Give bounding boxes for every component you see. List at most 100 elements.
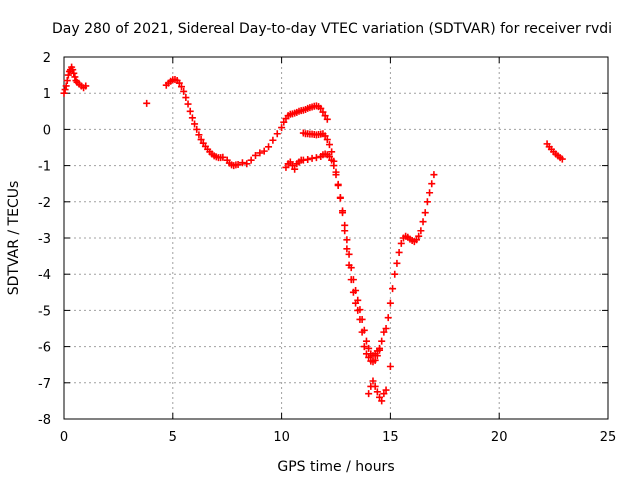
data-point bbox=[182, 94, 190, 102]
x-axis-label: GPS time / hours bbox=[277, 459, 394, 475]
x-tick-label: 0 bbox=[60, 430, 68, 445]
data-point bbox=[251, 151, 259, 159]
data-point bbox=[395, 248, 403, 256]
data-point bbox=[334, 180, 342, 188]
y-tick-label: -3 bbox=[38, 232, 51, 247]
data-point bbox=[238, 159, 246, 167]
data-point bbox=[64, 71, 72, 79]
data-point bbox=[558, 155, 566, 163]
data-point bbox=[280, 118, 288, 126]
data-point bbox=[380, 390, 388, 398]
data-point bbox=[328, 148, 336, 156]
data-point bbox=[288, 162, 296, 170]
data-point bbox=[378, 337, 386, 345]
data-point bbox=[175, 79, 183, 87]
data-point bbox=[391, 270, 399, 278]
data-point bbox=[369, 377, 377, 385]
data-point bbox=[430, 171, 438, 179]
data-point bbox=[304, 155, 312, 163]
data-point bbox=[69, 66, 77, 74]
data-point bbox=[323, 136, 331, 144]
data-point bbox=[188, 114, 196, 122]
data-point bbox=[325, 153, 333, 161]
data-point bbox=[269, 136, 277, 144]
data-point bbox=[376, 344, 384, 352]
grid bbox=[64, 57, 608, 419]
series-seg-dip bbox=[365, 363, 394, 405]
axis-ticks: 0 5 10 15 20 25 -8 -7 -6 -5 -4 -3 -2 -1 0 1 2 bbox=[38, 51, 616, 445]
data-point bbox=[426, 189, 434, 197]
series-seg-mid bbox=[299, 129, 384, 360]
series-seg-early bbox=[60, 63, 90, 97]
series-seg-isolated bbox=[143, 99, 151, 107]
data-point bbox=[317, 104, 325, 112]
data-point bbox=[393, 259, 401, 267]
data-point bbox=[417, 227, 425, 235]
y-tick-label: 2 bbox=[43, 51, 51, 66]
data-point bbox=[61, 86, 69, 94]
data-point bbox=[321, 112, 329, 120]
data-point bbox=[312, 154, 320, 162]
data-point bbox=[371, 382, 379, 390]
x-tick-label: 25 bbox=[600, 430, 617, 445]
data-point bbox=[347, 264, 355, 272]
data-point bbox=[415, 232, 423, 240]
data-point bbox=[358, 315, 366, 323]
series-seg-lower bbox=[282, 150, 388, 366]
data-point bbox=[70, 69, 78, 77]
data-point bbox=[343, 236, 351, 244]
data-point bbox=[341, 221, 349, 229]
data-point bbox=[349, 276, 357, 284]
data-point bbox=[62, 82, 70, 90]
data-point bbox=[256, 149, 264, 157]
data-point bbox=[386, 363, 394, 371]
data-point bbox=[178, 83, 186, 91]
data-point bbox=[352, 286, 360, 294]
data-point bbox=[339, 207, 347, 215]
data-point bbox=[365, 390, 373, 398]
data-point bbox=[60, 89, 68, 97]
chart-title: Day 280 of 2021, Sidereal Day-to-day VTE… bbox=[52, 21, 612, 37]
y-tick-label: -6 bbox=[38, 341, 51, 356]
data-point bbox=[291, 165, 299, 173]
data-point bbox=[273, 130, 281, 138]
y-tick-label: -1 bbox=[38, 160, 51, 175]
data-point bbox=[191, 120, 199, 128]
data-point bbox=[278, 124, 286, 132]
data-point bbox=[373, 388, 381, 396]
data-point bbox=[356, 306, 364, 314]
y-axis-label: SDTVAR / TECUs bbox=[6, 181, 22, 296]
data-point bbox=[319, 108, 327, 116]
x-tick-label: 5 bbox=[169, 430, 177, 445]
data-point bbox=[365, 353, 373, 361]
data-points bbox=[60, 63, 566, 405]
data-point bbox=[423, 198, 431, 206]
data-point bbox=[193, 125, 201, 133]
data-point bbox=[382, 386, 390, 394]
data-point bbox=[386, 299, 394, 307]
y-tick-label: -8 bbox=[38, 413, 51, 428]
x-tick-label: 10 bbox=[273, 430, 290, 445]
data-point bbox=[365, 344, 373, 352]
data-point bbox=[71, 73, 79, 81]
series-seg-main bbox=[162, 75, 331, 170]
data-point bbox=[382, 325, 390, 332]
data-point bbox=[323, 115, 331, 123]
data-point bbox=[371, 356, 379, 364]
data-point bbox=[247, 156, 255, 164]
data-point bbox=[362, 337, 370, 345]
data-point bbox=[378, 397, 386, 405]
data-point bbox=[63, 77, 71, 85]
data-point bbox=[360, 343, 368, 351]
data-point bbox=[330, 157, 338, 165]
y-tick-label: -2 bbox=[38, 196, 51, 211]
data-point bbox=[376, 393, 384, 401]
data-point bbox=[82, 82, 90, 90]
series-seg-recovery bbox=[382, 171, 438, 332]
data-point bbox=[219, 153, 227, 161]
data-point bbox=[260, 147, 268, 155]
y-tick-label: 1 bbox=[43, 87, 51, 102]
data-point bbox=[380, 328, 388, 336]
data-point bbox=[143, 99, 151, 107]
